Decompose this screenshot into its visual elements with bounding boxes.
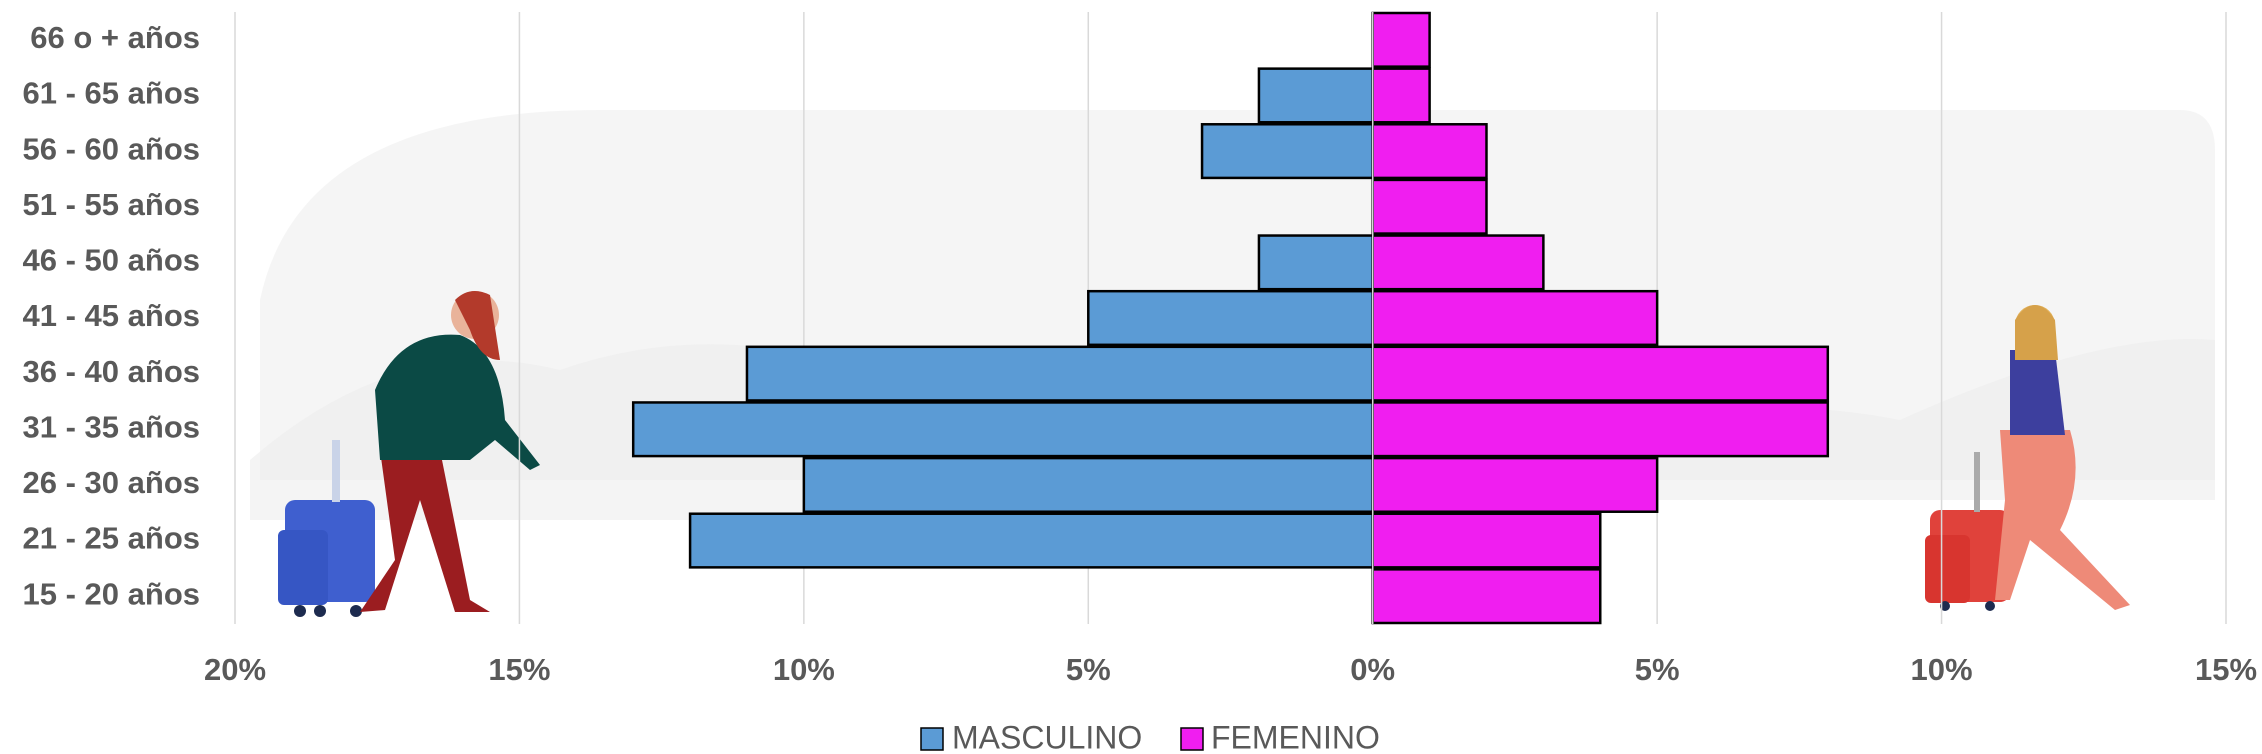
bar	[1371, 456, 1659, 513]
bar	[631, 401, 1374, 458]
bar	[1087, 289, 1374, 347]
x-tick-label: 0%	[1350, 652, 1395, 687]
x-tick-label: 15%	[2195, 652, 2257, 687]
bar	[1200, 123, 1374, 180]
y-tick-label: 15 - 20 años	[23, 576, 200, 611]
legend-label: MASCULINO	[952, 719, 1142, 754]
y-tick-label: 36 - 40 años	[23, 354, 200, 389]
bar	[1371, 178, 1488, 235]
x-tick-label: 10%	[773, 652, 835, 687]
x-tick-label: 20%	[204, 652, 266, 687]
y-tick-label: 66 o + años	[30, 20, 200, 55]
legend-swatch	[1180, 727, 1204, 751]
man-illustration	[278, 291, 540, 617]
legend-swatch	[920, 727, 944, 751]
legend: MASCULINO FEMENINO	[920, 719, 1380, 754]
bar	[1371, 123, 1488, 180]
woman-illustration	[1925, 305, 2130, 611]
x-tick-label: 10%	[1911, 652, 1973, 687]
bar	[1371, 11, 1431, 68]
x-tick-label: 5%	[1635, 652, 1680, 687]
x-tick-label: 5%	[1066, 652, 1111, 687]
bar	[1257, 67, 1374, 124]
y-tick-label: 41 - 45 años	[23, 298, 200, 333]
bar	[1371, 289, 1659, 347]
y-tick-label: 26 - 30 años	[23, 465, 200, 500]
bar	[1371, 345, 1830, 402]
y-tick-label: 46 - 50 años	[23, 243, 200, 278]
x-tick-label: 15%	[488, 652, 550, 687]
bar	[802, 456, 1374, 513]
bar	[1371, 234, 1545, 291]
bar	[1371, 512, 1602, 569]
bar	[1371, 67, 1431, 124]
bar	[1371, 401, 1830, 458]
y-tick-label: 61 - 65 años	[23, 76, 200, 111]
y-tick-label: 56 - 60 años	[23, 131, 200, 166]
y-tick-label: 31 - 35 años	[23, 409, 200, 444]
bar	[1371, 568, 1602, 625]
bar	[688, 512, 1374, 569]
y-tick-label: 51 - 55 años	[23, 187, 200, 222]
legend-label: FEMENINO	[1211, 719, 1380, 754]
bar	[1257, 234, 1374, 291]
bar	[745, 345, 1374, 402]
y-tick-label: 21 - 25 años	[23, 521, 200, 556]
